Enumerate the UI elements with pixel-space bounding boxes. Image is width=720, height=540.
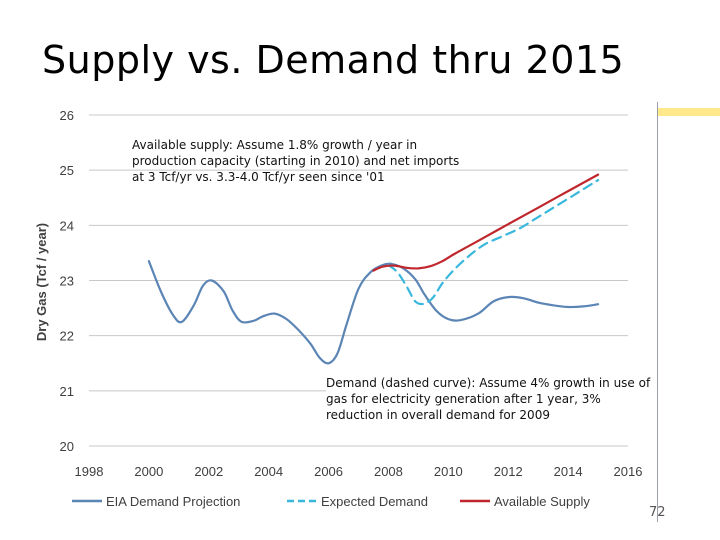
y-tick-label: 23 (60, 274, 74, 289)
x-tick-label: 2012 (494, 464, 523, 479)
slide-title: Supply vs. Demand thru 2015 (42, 38, 625, 82)
available-supply-line (372, 173, 600, 272)
page-number: 72 (649, 505, 666, 520)
supply-annotation-line: at 3 Tcf/yr vs. 3.3-4.0 Tcf/yr seen sinc… (132, 170, 385, 184)
legend-label: EIA Demand Projection (106, 494, 240, 509)
legend-item-expected-demand: Expected Demand (287, 494, 428, 509)
x-tick-label: 2010 (434, 464, 463, 479)
accent-bar (658, 108, 720, 116)
x-tick-label: 2004 (254, 464, 283, 479)
demand-annotation-line: Demand (dashed curve): Assume 4% growth … (326, 376, 651, 390)
x-axis-tick-labels: 1998 2000 2002 2004 2006 2008 2010 2012 2014 2016 (75, 464, 643, 479)
chart-legend: EIA Demand Projection Expected Demand Avai… (72, 494, 590, 509)
chart-series (147, 173, 600, 365)
x-tick-label: 1998 (75, 464, 104, 479)
eia-demand-projection-line (147, 260, 600, 365)
x-tick-label: 2006 (314, 464, 343, 479)
supply-annotation-line: Available supply: Assume 1.8% growth / y… (132, 138, 418, 152)
legend-item-eia-demand: EIA Demand Projection (72, 494, 240, 509)
expected-demand-line (387, 179, 600, 306)
x-tick-label: 2002 (194, 464, 223, 479)
demand-annotation-line: gas for electricity generation after 1 y… (326, 392, 601, 406)
y-axis-label: Dry Gas (Tcf / year) (34, 223, 49, 341)
y-tick-label: 26 (60, 108, 74, 123)
y-tick-label: 20 (60, 439, 74, 454)
legend-item-available-supply: Available Supply (460, 494, 590, 509)
y-tick-label: 24 (60, 218, 74, 233)
y-axis-tick-labels: 20 21 22 23 24 25 26 (60, 108, 74, 454)
right-rule (657, 102, 658, 522)
supply-annotation: Available supply: Assume 1.8% growth / y… (132, 137, 459, 185)
x-tick-label: 2008 (374, 464, 403, 479)
demand-annotation: Demand (dashed curve): Assume 4% growth … (326, 375, 655, 423)
x-tick-label: 2016 (614, 464, 643, 479)
x-tick-label: 2000 (134, 464, 163, 479)
x-tick-label: 2014 (554, 464, 583, 479)
y-tick-label: 25 (60, 163, 74, 178)
supply-annotation-line: production capacity (starting in 2010) a… (132, 154, 460, 168)
legend-label: Expected Demand (321, 494, 428, 509)
y-tick-label: 22 (60, 329, 74, 344)
legend-label: Available Supply (494, 494, 590, 509)
y-tick-label: 21 (60, 384, 74, 399)
demand-annotation-line: reduction in overall demand for 2009 (326, 408, 550, 422)
